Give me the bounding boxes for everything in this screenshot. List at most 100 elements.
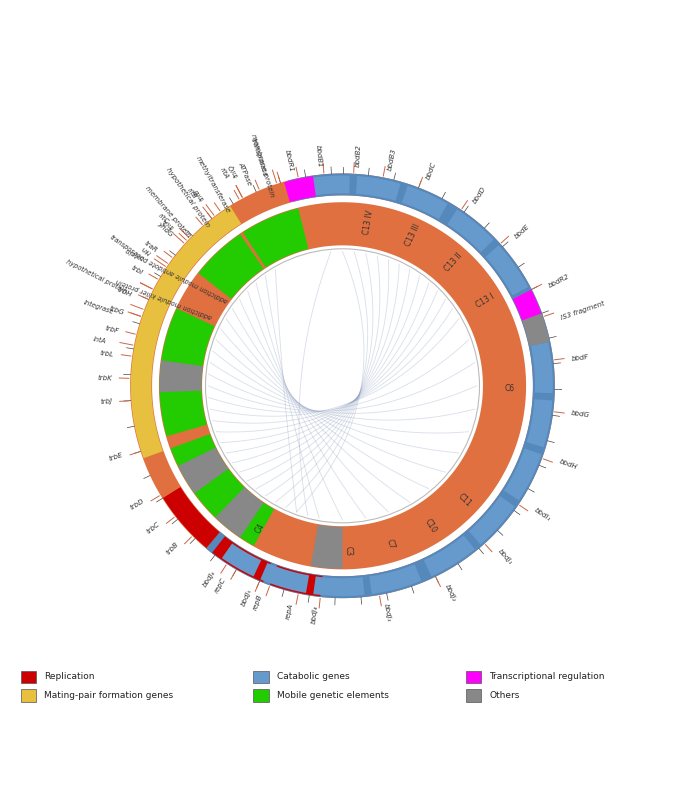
Polygon shape <box>284 177 316 202</box>
Polygon shape <box>522 313 549 346</box>
Text: methyltransferase: methyltransferase <box>195 155 231 214</box>
Polygon shape <box>531 342 553 393</box>
Text: bbdI₁: bbdI₁ <box>534 507 552 522</box>
Text: trbD: trbD <box>129 498 145 511</box>
Text: bbdF: bbdF <box>571 354 589 362</box>
Polygon shape <box>513 290 543 324</box>
Polygon shape <box>199 234 264 299</box>
Text: Transcriptional regulation: Transcriptional regulation <box>489 673 605 682</box>
Text: bbdJ₁: bbdJ₁ <box>497 548 513 566</box>
Polygon shape <box>469 496 514 544</box>
Text: hypothetical protein: hypothetical protein <box>164 166 210 229</box>
Polygon shape <box>131 206 241 458</box>
Polygon shape <box>313 576 364 596</box>
Text: bbdB2: bbdB2 <box>355 145 362 168</box>
Text: C10: C10 <box>423 518 438 535</box>
Polygon shape <box>178 447 228 493</box>
Text: C13 IV: C13 IV <box>362 209 375 235</box>
Polygon shape <box>216 487 264 538</box>
Polygon shape <box>302 176 350 197</box>
Text: bbdJ₆: bbdJ₆ <box>202 570 217 588</box>
Text: repB: repB <box>253 594 264 610</box>
Text: membrane protein: membrane protein <box>144 185 192 239</box>
Text: hypothetical protein: hypothetical protein <box>66 259 128 295</box>
Text: bbdJ₃: bbdJ₃ <box>382 603 392 622</box>
PathPatch shape <box>130 173 555 598</box>
Text: bbdC: bbdC <box>425 161 437 181</box>
Text: bbdD: bbdD <box>471 185 487 205</box>
Text: intA: intA <box>92 336 106 344</box>
Text: C7: C7 <box>385 539 397 551</box>
Text: bbdB1: bbdB1 <box>314 145 323 168</box>
Text: tniQ: tniQ <box>228 163 240 178</box>
Bar <box>21 670 36 683</box>
Bar <box>21 690 36 702</box>
Polygon shape <box>504 448 541 500</box>
Text: repA: repA <box>286 602 295 619</box>
Polygon shape <box>447 209 494 252</box>
Polygon shape <box>222 543 261 576</box>
Text: Mating-pair formation genes: Mating-pair formation genes <box>44 691 173 700</box>
Polygon shape <box>260 563 309 593</box>
Text: trbG: trbG <box>108 305 125 316</box>
Text: Catabolic genes: Catabolic genes <box>277 673 349 682</box>
Polygon shape <box>163 487 220 548</box>
Text: addiction module antidote protein: addiction module antidote protein <box>125 247 229 304</box>
Text: bbdR2: bbdR2 <box>547 273 571 289</box>
Polygon shape <box>486 245 528 296</box>
Text: bbdR1: bbdR1 <box>284 149 295 173</box>
Text: C13 III: C13 III <box>403 223 422 248</box>
Polygon shape <box>527 400 552 447</box>
Polygon shape <box>424 535 475 576</box>
Polygon shape <box>402 186 448 219</box>
Text: Integrase: Integrase <box>84 300 115 316</box>
Text: tniB: tniB <box>192 187 206 201</box>
Text: trbI: trbI <box>129 265 143 276</box>
Bar <box>466 690 481 702</box>
Bar <box>466 670 481 683</box>
Polygon shape <box>160 360 203 392</box>
Text: C3: C3 <box>344 547 353 557</box>
Text: Mobile genetic elements: Mobile genetic elements <box>277 691 388 700</box>
Text: C11: C11 <box>456 491 473 508</box>
Polygon shape <box>160 308 214 436</box>
Text: yhdG: yhdG <box>157 221 174 237</box>
Text: trbE: trbE <box>108 451 123 462</box>
Text: repC: repC <box>214 577 227 594</box>
Text: C4: C4 <box>254 522 266 535</box>
Text: trbB: trbB <box>165 541 179 556</box>
Polygon shape <box>243 209 308 268</box>
Text: C13 II: C13 II <box>443 252 464 274</box>
Text: ritC: ritC <box>157 213 170 225</box>
Bar <box>253 690 269 702</box>
Polygon shape <box>356 176 401 201</box>
Text: bbdE: bbdE <box>514 224 531 240</box>
Text: ritB: ritB <box>186 187 198 201</box>
Text: transposase: transposase <box>109 234 145 262</box>
Text: trbL: trbL <box>100 350 114 358</box>
Text: Replication: Replication <box>44 673 95 682</box>
Polygon shape <box>212 536 271 582</box>
Circle shape <box>206 248 480 523</box>
Text: bbdH: bbdH <box>559 459 578 471</box>
Polygon shape <box>206 173 555 598</box>
Text: bbdB3: bbdB3 <box>386 148 397 172</box>
Text: trbK: trbK <box>97 375 112 381</box>
Polygon shape <box>171 434 274 546</box>
Text: C13 I: C13 I <box>474 292 495 309</box>
Text: ritA: ritA <box>219 167 229 180</box>
Text: ATPase: ATPase <box>237 161 253 186</box>
Text: hin: hin <box>140 244 152 255</box>
Text: trbC: trbC <box>146 520 161 535</box>
Text: C6: C6 <box>504 384 514 393</box>
Text: transposase: transposase <box>250 137 269 177</box>
Text: membrane protein: membrane protein <box>250 133 275 198</box>
Polygon shape <box>270 566 323 596</box>
Text: trbJ: trbJ <box>100 399 113 405</box>
Polygon shape <box>369 564 421 594</box>
Text: bbdG: bbdG <box>571 410 590 418</box>
Text: trbH: trbH <box>116 286 132 298</box>
Text: trbF: trbF <box>104 325 119 335</box>
Text: tniA: tniA <box>161 216 175 229</box>
Text: Others: Others <box>489 691 519 700</box>
